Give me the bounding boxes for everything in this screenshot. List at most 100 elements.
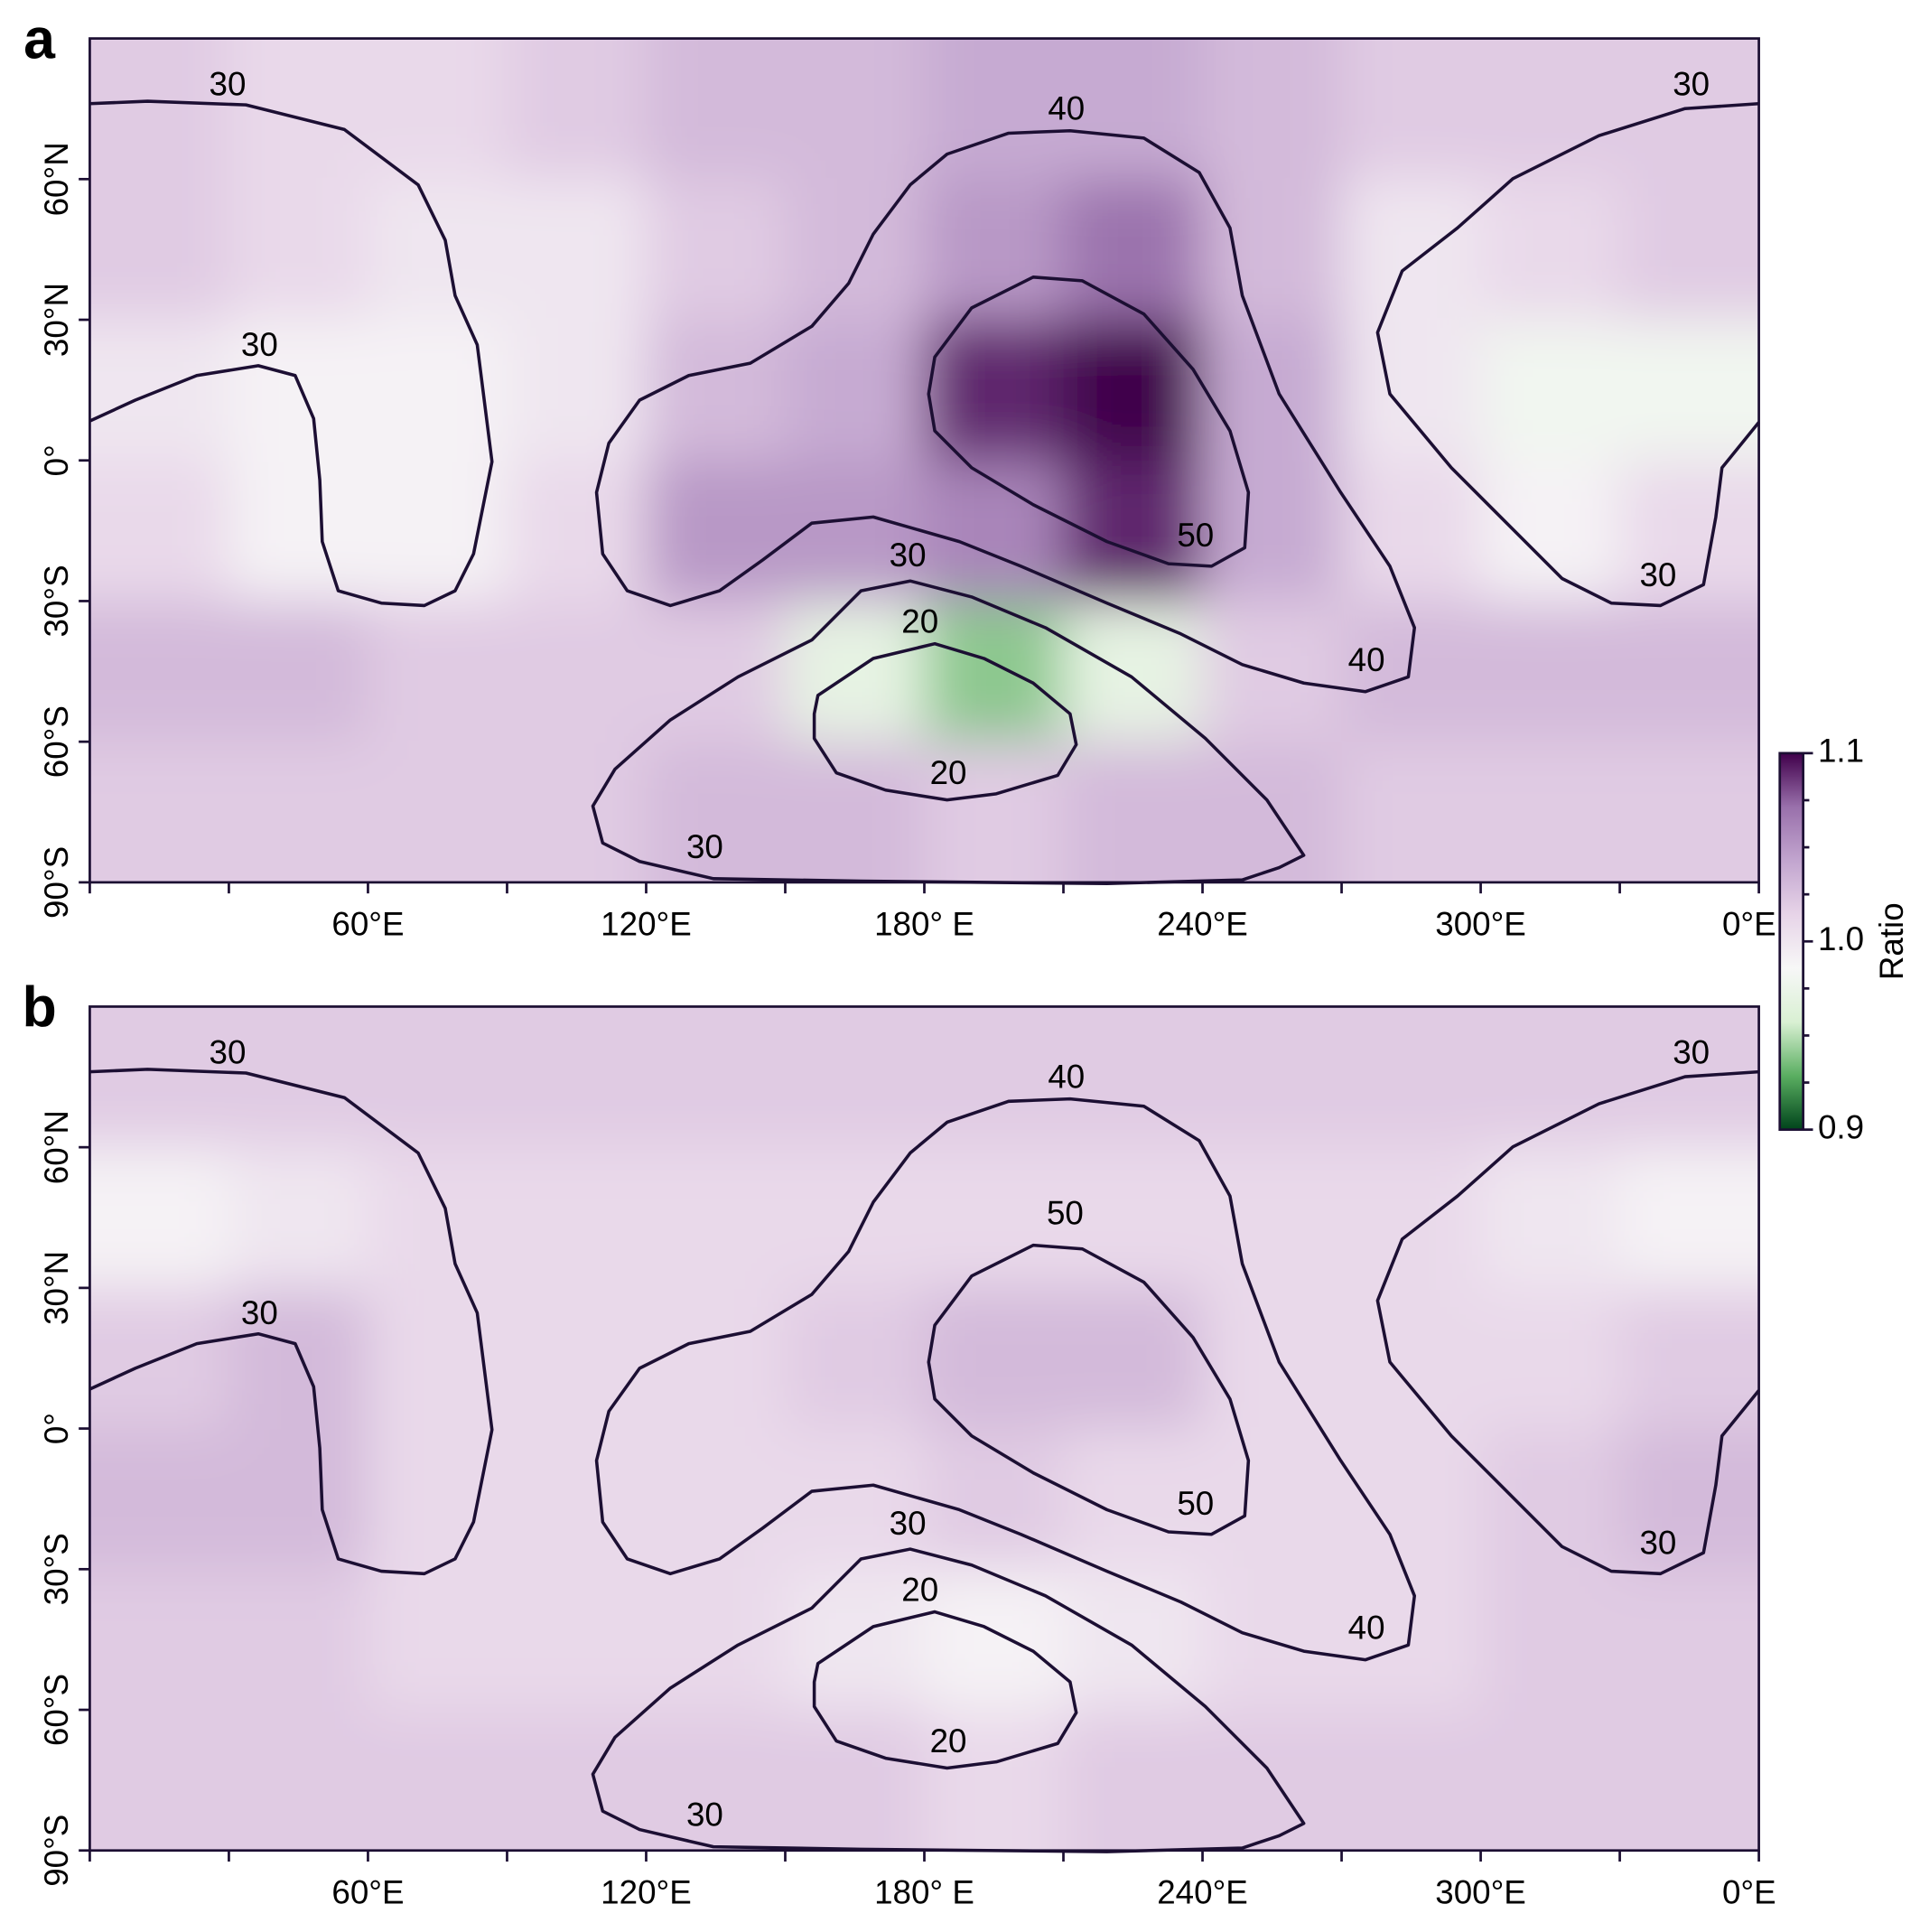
- heat-cell: [1202, 1569, 1343, 1711]
- heat-cell: [1202, 601, 1343, 742]
- heat-cell: [1480, 1006, 1621, 1148]
- heat-cell: [1619, 38, 1759, 180]
- heat-cell: [1341, 1287, 1482, 1430]
- contour-label: 20: [930, 1722, 967, 1759]
- heat-cell: [1480, 1569, 1621, 1711]
- heat-cell: [1202, 742, 1343, 882]
- contour-label: 50: [1047, 1195, 1084, 1232]
- heat-cell: [1480, 1710, 1621, 1851]
- heat-cell: [1202, 179, 1343, 321]
- heat-cell: [1063, 1287, 1204, 1430]
- heat-cell: [1341, 38, 1482, 180]
- contour-label: 40: [1348, 641, 1385, 678]
- heat-cell: [646, 742, 787, 882]
- y-tick-label: 60°S: [38, 1674, 75, 1746]
- heat-cell: [89, 1710, 230, 1851]
- contour-label: 30: [210, 1033, 247, 1070]
- heat-cell: [1619, 320, 1759, 462]
- y-tick-label: 30°N: [38, 1251, 75, 1325]
- heat-cell: [507, 1428, 648, 1570]
- heat-cell: [924, 1006, 1065, 1148]
- heat-cell: [507, 460, 648, 602]
- heat-cell: [89, 320, 230, 462]
- heat-cell: [228, 601, 369, 742]
- heat-cell: [924, 1147, 1065, 1289]
- heat-cell: [785, 1710, 926, 1851]
- contour-label: 50: [1177, 1485, 1214, 1522]
- heat-cell: [785, 1287, 926, 1430]
- colorbar-tick-label: 0.9: [1818, 1108, 1864, 1145]
- heat-cell: [507, 742, 648, 882]
- heat-cell: [89, 601, 230, 742]
- heat-cell: [1480, 742, 1621, 882]
- heat-cell: [1202, 1006, 1343, 1148]
- y-tick-label: 90°S: [38, 1815, 75, 1887]
- heat-cell: [1480, 601, 1621, 742]
- heat-cell: [368, 1006, 508, 1148]
- heat-cell: [646, 38, 787, 180]
- colorbar: [1778, 751, 1804, 1132]
- contour-label: 20: [930, 754, 967, 791]
- contour-label: 30: [1639, 556, 1676, 593]
- contour-label: 40: [1048, 1059, 1085, 1096]
- y-tick-label: 30°S: [38, 1533, 75, 1605]
- x-tick-label: 240°E: [1157, 1873, 1248, 1910]
- heat-cell: [1063, 1006, 1204, 1148]
- heat-cell: [646, 460, 787, 602]
- heat-cell: [368, 320, 508, 462]
- y-tick-label: 0°: [38, 444, 75, 476]
- contour-label: 30: [241, 1294, 278, 1331]
- heat-cell: [1341, 1710, 1482, 1851]
- contour-label: 30: [686, 1797, 723, 1834]
- heat-cell: [368, 1428, 508, 1570]
- heat-cell: [1619, 1428, 1759, 1570]
- contour-label: 30: [1673, 1033, 1710, 1070]
- heat-cell: [1341, 1006, 1482, 1148]
- y-tick-label: 30°N: [38, 283, 75, 357]
- heat-cell: [1619, 601, 1759, 742]
- heat-cell: [1619, 1287, 1759, 1430]
- heat-cell: [1202, 1147, 1343, 1289]
- x-tick-label: 300°E: [1435, 1873, 1526, 1910]
- heat-cell: [1619, 1147, 1759, 1289]
- heat-cell: [924, 742, 1065, 882]
- y-tick-label: 60°S: [38, 705, 75, 778]
- heat-cell: [507, 1287, 648, 1430]
- colorbar-tick-label: 1.0: [1818, 920, 1864, 957]
- heat-cell: [1202, 320, 1343, 462]
- heat-cell: [924, 601, 1065, 742]
- heat-cell: [646, 1287, 787, 1430]
- heat-cell: [368, 1147, 508, 1289]
- x-tick-label: 300°E: [1435, 906, 1526, 943]
- heat-cell: [646, 1428, 787, 1570]
- x-tick-label: 60°E: [331, 906, 404, 943]
- heat-cell: [1063, 1710, 1204, 1851]
- contour-label: 40: [1348, 1610, 1385, 1647]
- heat-cell: [924, 1428, 1065, 1570]
- heat-cell: [228, 1147, 369, 1289]
- heat-cell: [1341, 601, 1482, 742]
- heat-cell: [1341, 1569, 1482, 1711]
- heat-cell: [507, 1006, 648, 1148]
- contour-label: 30: [686, 828, 723, 865]
- heat-cell: [1480, 1147, 1621, 1289]
- heat-cell: [89, 38, 230, 180]
- heat-cell: [89, 1287, 230, 1430]
- heat-cell: [1480, 1428, 1621, 1570]
- heat-cell: [368, 460, 508, 602]
- heat-cell: [228, 1710, 369, 1851]
- heat-cell: [89, 1428, 230, 1570]
- heat-cell: [228, 38, 369, 180]
- y-tick-label: 60°N: [38, 142, 75, 216]
- heat-cell: [1480, 1287, 1621, 1430]
- y-tick-label: 90°S: [38, 846, 75, 919]
- heat-cell: [89, 1147, 230, 1289]
- heat-cell: [89, 460, 230, 602]
- heat-cell: [1341, 460, 1482, 602]
- contour-label: 30: [241, 326, 278, 363]
- contour-label: 30: [1639, 1525, 1676, 1562]
- heat-cell: [1480, 38, 1621, 180]
- heat-cell: [368, 742, 508, 882]
- heatmap-a: [89, 38, 1759, 882]
